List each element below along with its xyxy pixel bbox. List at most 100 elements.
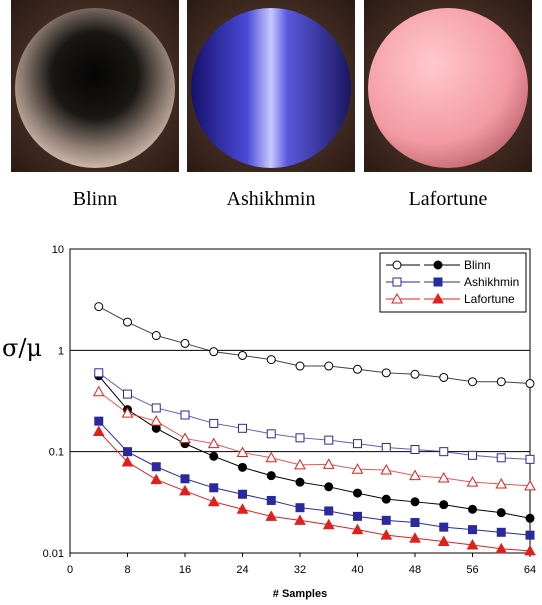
data-point <box>210 348 218 356</box>
data-point <box>497 378 505 386</box>
data-point <box>497 509 505 517</box>
data-point <box>354 489 362 497</box>
data-point <box>325 436 333 444</box>
legend-marker <box>393 261 401 269</box>
data-point <box>497 528 505 536</box>
data-point <box>526 531 534 539</box>
data-point <box>440 448 448 456</box>
data-point <box>382 495 390 503</box>
x-tick-label: 8 <box>124 564 130 576</box>
data-point <box>180 433 190 442</box>
y-tick-label: 0.1 <box>49 447 64 459</box>
x-tick-label: 24 <box>236 564 248 576</box>
data-point <box>95 417 103 425</box>
data-point <box>180 486 190 495</box>
figure: Blinn Ashikhmin Lafortune σ/μ # Samples … <box>0 0 542 605</box>
data-point <box>296 434 304 442</box>
image-caption: Lafortune <box>409 188 488 210</box>
data-point <box>469 378 477 386</box>
x-tick-label: 48 <box>409 564 421 576</box>
x-tick-label: 40 <box>351 564 363 576</box>
data-point <box>152 404 160 412</box>
data-point <box>209 497 219 506</box>
y-axis-label: σ/μ <box>2 334 42 362</box>
legend-marker <box>393 278 401 286</box>
series-line <box>99 376 530 518</box>
data-point <box>526 380 534 388</box>
data-point <box>324 459 334 468</box>
data-point <box>526 455 534 463</box>
data-point <box>526 514 534 522</box>
data-point <box>440 501 448 509</box>
data-point <box>411 370 419 378</box>
data-point <box>239 463 247 471</box>
data-point <box>181 339 189 347</box>
y-tick-label: 10 <box>52 244 64 256</box>
legend-marker <box>434 278 442 286</box>
data-point <box>124 390 132 398</box>
x-axis-label: # Samples <box>273 588 327 600</box>
data-point <box>325 507 333 515</box>
data-point <box>94 427 104 436</box>
data-point <box>382 516 390 524</box>
data-point <box>469 505 477 513</box>
x-tick-label: 56 <box>466 564 478 576</box>
data-point <box>382 369 390 377</box>
series-line <box>99 307 530 384</box>
legend-label: Lafortune <box>464 292 515 306</box>
sphere-image <box>368 8 528 168</box>
data-point <box>95 303 103 311</box>
data-point <box>124 318 132 326</box>
data-point <box>411 446 419 454</box>
data-point <box>325 483 333 491</box>
x-tick-label: 64 <box>524 564 536 576</box>
data-point <box>411 518 419 526</box>
data-point <box>325 362 333 370</box>
image-caption: Blinn <box>73 188 117 210</box>
data-point <box>296 478 304 486</box>
legend-marker <box>434 261 442 269</box>
x-tick-label: 32 <box>294 564 306 576</box>
legend-label: Blinn <box>464 258 491 272</box>
data-point <box>94 387 104 396</box>
data-point <box>181 411 189 419</box>
data-point <box>239 490 247 498</box>
data-point <box>469 451 477 459</box>
data-point <box>124 448 132 456</box>
data-point <box>267 496 275 504</box>
data-point <box>267 430 275 438</box>
series-line <box>99 421 530 535</box>
data-point <box>152 332 160 340</box>
data-point <box>440 373 448 381</box>
y-tick-label: 0.01 <box>43 548 64 560</box>
data-point <box>469 526 477 534</box>
sphere-image <box>15 8 175 168</box>
series-line <box>99 432 530 551</box>
x-tick-label: 0 <box>67 564 73 576</box>
data-point <box>382 443 390 451</box>
data-point <box>210 452 218 460</box>
data-point <box>354 512 362 520</box>
data-point <box>239 351 247 359</box>
data-point <box>152 463 160 471</box>
data-point <box>354 440 362 448</box>
x-tick-label: 16 <box>179 564 191 576</box>
data-point <box>210 484 218 492</box>
data-point <box>296 362 304 370</box>
data-point <box>210 419 218 427</box>
data-point <box>95 369 103 377</box>
data-point <box>267 472 275 480</box>
data-point <box>296 504 304 512</box>
y-tick-label: 1 <box>58 345 64 357</box>
data-point <box>354 365 362 373</box>
data-point <box>181 475 189 483</box>
image-caption: Ashikhmin <box>227 188 316 210</box>
data-point <box>239 424 247 432</box>
data-point <box>497 454 505 462</box>
data-point <box>267 356 275 364</box>
sphere-image <box>191 8 351 168</box>
data-point <box>151 475 161 484</box>
series-line <box>99 373 530 460</box>
legend-label: Ashikhmin <box>464 275 519 289</box>
data-point <box>411 498 419 506</box>
